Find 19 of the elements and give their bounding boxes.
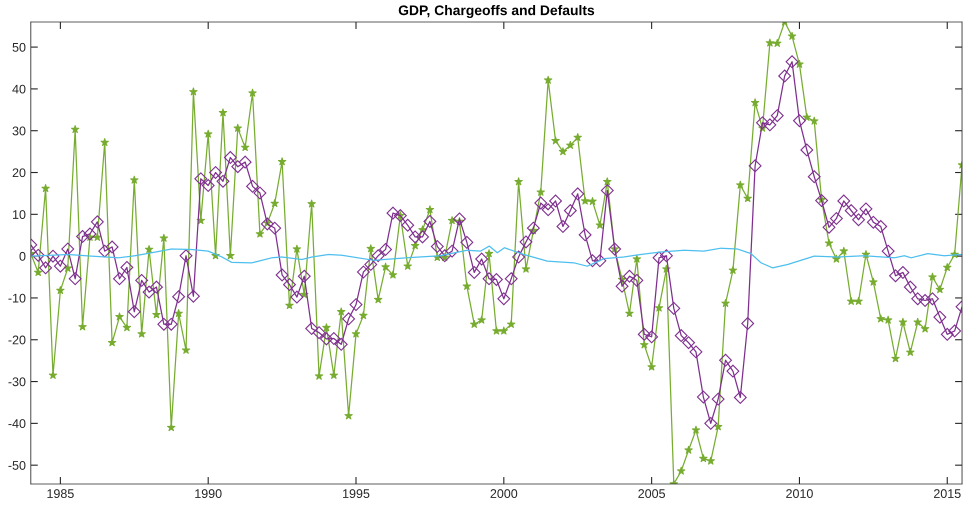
y-tick-label: -10 [8,294,26,303]
x-tick-label: 1990 [195,489,222,498]
y-tick-label: -50 [8,460,26,470]
x-tick-label: 2015 [934,489,961,498]
x-tick-label: 1985 [47,489,74,498]
y-tick-label: 30 [12,126,26,136]
x-tick-label: 2010 [786,489,813,498]
y-tick-label: -30 [8,377,26,386]
x-tick-label: 2005 [638,489,666,498]
y-tick-label: 20 [12,168,26,178]
y-tick-label: -40 [8,419,26,428]
y-tick-label: 10 [13,210,26,219]
y-tick-label: 40 [12,84,26,94]
y-tick-label: 0 [19,252,26,261]
chart-title: GDP, Chargeoffs and Defaults [398,5,594,18]
y-tick-label: 50 [12,42,26,52]
x-tick-label: 1995 [343,489,370,498]
x-tick-label: 2000 [490,489,518,498]
y-tick-label: -20 [8,336,26,344]
